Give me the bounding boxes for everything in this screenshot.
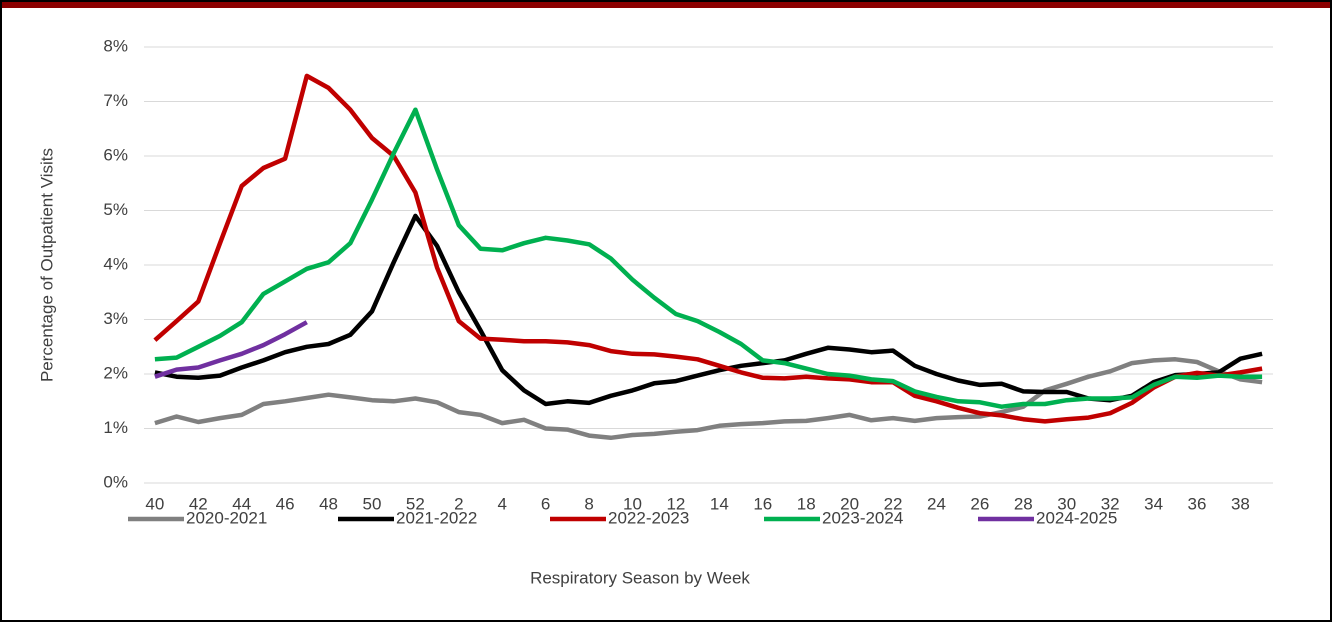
y-tick-label: 4% (103, 254, 128, 273)
x-tick-label: 10 (623, 494, 642, 513)
y-tick-label: 7% (103, 91, 128, 110)
series-line (154, 320, 308, 379)
y-tick-label: 0% (103, 472, 128, 491)
y-tick-label: 8% (103, 36, 128, 55)
legend-label: 2020-2021 (186, 508, 267, 527)
x-tick-label: 22 (884, 494, 903, 513)
x-tick-label: 38 (1231, 494, 1250, 513)
y-tick-label: 1% (103, 418, 128, 437)
x-tick-label: 20 (840, 494, 859, 513)
series-line (154, 357, 1263, 441)
title-bar (0, 0, 1332, 8)
legend-label: 2023-2024 (822, 508, 903, 527)
legend-label: 2024-2025 (1036, 508, 1117, 527)
x-tick-label: 6 (541, 494, 550, 513)
x-tick-label: 14 (710, 494, 729, 513)
x-tick-label: 8 (584, 494, 593, 513)
x-tick-label: 28 (1014, 494, 1033, 513)
legend-label: 2022-2023 (608, 508, 689, 527)
y-tick-label: 5% (103, 200, 128, 219)
x-tick-label: 32 (1101, 494, 1120, 513)
x-tick-label: 12 (666, 494, 685, 513)
x-tick-label: 26 (970, 494, 989, 513)
x-tick-label: 52 (406, 494, 425, 513)
x-tick-label: 42 (189, 494, 208, 513)
x-tick-label: 2 (454, 494, 463, 513)
legend-label: 2021-2022 (396, 508, 477, 527)
x-tick-label: 24 (927, 494, 946, 513)
y-tick-label: 6% (103, 145, 128, 164)
x-tick-label: 4 (498, 494, 507, 513)
x-tick-label: 46 (276, 494, 295, 513)
series-line (153, 73, 1263, 424)
y-tick-label: 3% (103, 309, 128, 328)
x-axis-title: Respiratory Season by Week (530, 568, 750, 587)
series-line (154, 107, 1263, 409)
x-tick-label: 48 (319, 494, 338, 513)
x-tick-label: 34 (1144, 494, 1163, 513)
x-tick-label: 16 (753, 494, 772, 513)
x-tick-label: 44 (232, 494, 251, 513)
x-tick-label: 18 (797, 494, 816, 513)
y-tick-label: 2% (103, 363, 128, 382)
x-tick-label: 36 (1188, 494, 1207, 513)
x-tick-label: 50 (363, 494, 382, 513)
x-tick-label: 30 (1057, 494, 1076, 513)
x-tick-label: 40 (145, 494, 164, 513)
series-line (154, 213, 1263, 407)
y-axis-title: Percentage of Outpatient Visits (37, 148, 56, 382)
